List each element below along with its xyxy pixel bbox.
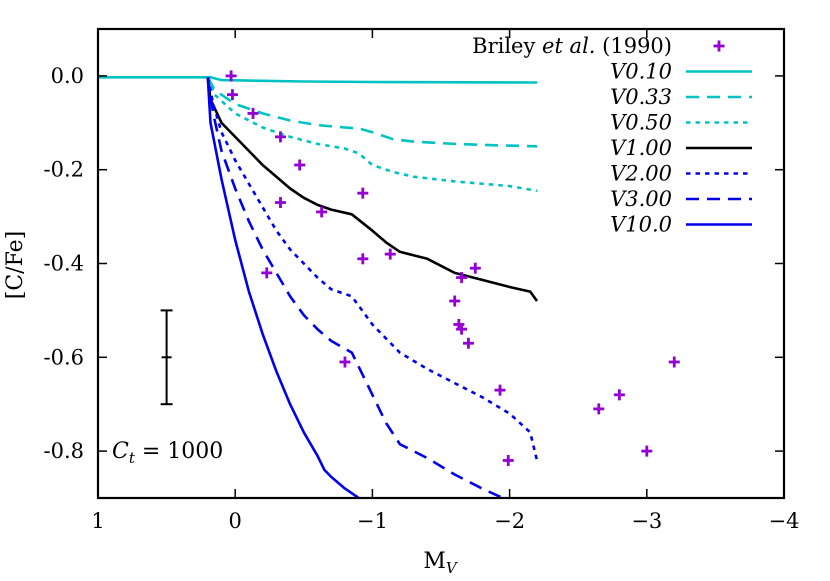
y-tick-label: -0.2: [44, 158, 85, 182]
data-point: [593, 403, 605, 415]
series-line-v10-0: [206, 77, 360, 498]
series-line-v3-00: [206, 77, 504, 498]
legend-label-v0-10: V0.10: [610, 60, 672, 84]
data-point: [274, 197, 286, 209]
data-point: [339, 356, 351, 368]
x-tick-label: −3: [631, 509, 662, 533]
legend-label-v2-00: V2.00: [610, 162, 672, 186]
ct-annotation: Ct = 1000: [112, 439, 223, 467]
x-tick-label: −2: [494, 509, 525, 533]
x-tick-label: 1: [91, 509, 104, 533]
data-point: [316, 206, 328, 218]
y-tick-label: -0.8: [44, 439, 85, 463]
data-point: [502, 454, 514, 466]
legend: Briley et al. (1990)V0.10V0.33V0.50V1.00…: [472, 34, 752, 237]
data-point: [641, 445, 653, 457]
y-tick-label: 0.0: [51, 64, 84, 88]
x-tick-label: −1: [357, 509, 388, 533]
plot-frame: [96, 27, 786, 500]
x-axis-ticks: 1 0 −1 −2 −3 −4: [91, 29, 799, 533]
x-tick-label: −4: [769, 509, 800, 533]
data-point: [449, 295, 461, 307]
y-axis-ticks: 0.0 -0.2 -0.4 -0.6 -0.8: [44, 64, 784, 463]
data-point: [456, 323, 468, 335]
data-point: [469, 262, 481, 274]
y-tick-label: -0.6: [44, 345, 85, 369]
data-point: [357, 187, 369, 199]
x-tick-label: 0: [229, 509, 242, 533]
plot-lines: [98, 76, 539, 498]
data-point: [494, 384, 506, 396]
series-line-v1-00: [206, 77, 539, 302]
data-point: [247, 107, 259, 119]
y-tick-label: -0.4: [44, 252, 85, 276]
data-point: [613, 389, 625, 401]
y-axis-label: [C/Fe]: [3, 231, 28, 300]
error-bar: [160, 309, 173, 406]
data-point: [225, 70, 237, 82]
legend-marker-briley: [713, 40, 725, 52]
series-line-v0-10: [98, 76, 538, 84]
series-line-v2-00: [206, 77, 539, 461]
data-point: [226, 89, 238, 101]
legend-label-v1-00: V1.00: [610, 136, 672, 160]
data-point: [462, 337, 474, 349]
data-point: [274, 131, 286, 143]
series-line-v0-50: [206, 76, 538, 193]
data-point: [384, 248, 396, 260]
legend-label-v0-50: V0.50: [610, 111, 672, 135]
series-line-v0-33: [206, 76, 538, 148]
x-axis-label: MV: [423, 549, 459, 577]
data-point: [456, 272, 468, 284]
plot-points: [225, 70, 680, 466]
data-point: [668, 356, 680, 368]
legend-label-v0-33: V0.33: [610, 85, 672, 109]
legend-label-briley: Briley et al. (1990): [472, 34, 672, 58]
legend-label-v3-00: V3.00: [610, 187, 672, 211]
data-point: [357, 253, 369, 265]
data-point: [294, 159, 306, 171]
legend-label-v10-0: V10.0: [610, 213, 672, 237]
data-point: [261, 267, 273, 279]
